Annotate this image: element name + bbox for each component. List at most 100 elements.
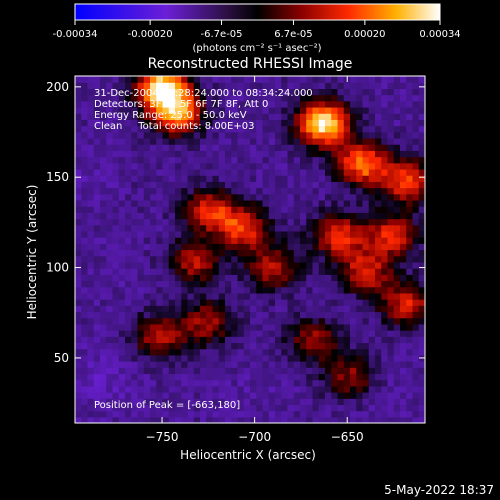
- heatmap-cell: [81, 137, 89, 145]
- heatmap-cell: [412, 94, 420, 102]
- heatmap-cell: [381, 305, 389, 313]
- heatmap-cell: [356, 404, 364, 412]
- heatmap-cell: [356, 317, 364, 325]
- heatmap-cell: [225, 410, 232, 418]
- heatmap-cell: [362, 317, 370, 325]
- heatmap-cell: [168, 354, 176, 362]
- heatmap-cell: [406, 392, 414, 399]
- heatmap-cell: [418, 404, 425, 412]
- heatmap-cell: [362, 224, 370, 232]
- heatmap-cell: [237, 330, 245, 337]
- heatmap-cell: [231, 398, 239, 406]
- heatmap-cell: [375, 156, 382, 164]
- heatmap-cell: [300, 119, 307, 127]
- heatmap-cell: [343, 268, 351, 275]
- heatmap-cell: [362, 144, 370, 151]
- heatmap-cell: [268, 212, 276, 220]
- heatmap-cell: [106, 330, 114, 337]
- heatmap-cell: [112, 342, 120, 350]
- heatmap-cell: [256, 336, 264, 344]
- heatmap-cell: [250, 181, 257, 189]
- heatmap-cell: [250, 373, 257, 381]
- heatmap-cell: [281, 162, 289, 170]
- heatmap-cell: [181, 342, 189, 350]
- heatmap-cell: [131, 404, 139, 412]
- heatmap-cell: [268, 218, 276, 226]
- heatmap-cell: [300, 137, 307, 145]
- heatmap-cell: [393, 330, 401, 337]
- heatmap-cell: [325, 113, 332, 120]
- heatmap-cell: [381, 119, 389, 127]
- heatmap-cell: [337, 218, 345, 226]
- heatmap-cell: [87, 150, 95, 158]
- heatmap-cell: [287, 230, 295, 238]
- heatmap-cell: [400, 150, 407, 158]
- heatmap-cell: [381, 193, 389, 201]
- heatmap-cell: [262, 336, 270, 344]
- heatmap-cell: [118, 162, 126, 170]
- heatmap-cell: [318, 379, 326, 387]
- heatmap-cell: [337, 230, 345, 238]
- heatmap-cell: [237, 94, 245, 102]
- heatmap-cell: [206, 125, 214, 133]
- heatmap-cell: [87, 354, 95, 362]
- heatmap-cell: [137, 292, 145, 300]
- heatmap-cell: [375, 268, 382, 275]
- heatmap-cell: [218, 385, 226, 393]
- heatmap-cell: [200, 199, 207, 207]
- heatmap-cell: [293, 82, 301, 89]
- heatmap-cell: [87, 100, 95, 108]
- heatmap-cell: [350, 230, 357, 238]
- heatmap-cell: [150, 230, 157, 238]
- heatmap-cell: [306, 212, 314, 220]
- heatmap-cell: [375, 392, 382, 399]
- heatmap-cell: [331, 94, 339, 102]
- heatmap-cell: [400, 187, 407, 195]
- heatmap-cell: [343, 404, 351, 412]
- heatmap-cell: [325, 119, 332, 127]
- heatmap-cell: [300, 299, 307, 306]
- heatmap-cell: [131, 261, 139, 269]
- heatmap-cell: [206, 292, 214, 300]
- heatmap-cell: [75, 150, 82, 158]
- heatmap-cell: [406, 224, 414, 232]
- heatmap-cell: [193, 416, 201, 423]
- heatmap-cell: [400, 336, 407, 344]
- heatmap-cell: [200, 76, 207, 83]
- heatmap-cell: [187, 416, 195, 423]
- heatmap-cell: [293, 125, 301, 133]
- heatmap-cell: [387, 224, 395, 232]
- heatmap-cell: [268, 181, 276, 189]
- heatmap-cell: [237, 230, 245, 238]
- heatmap-cell: [312, 367, 320, 375]
- heatmap-cell: [293, 410, 301, 418]
- heatmap-cell: [293, 280, 301, 288]
- heatmap-cell: [293, 224, 301, 232]
- heatmap-cell: [131, 323, 139, 331]
- heatmap-cell: [150, 311, 157, 319]
- heatmap-cell: [381, 317, 389, 325]
- heatmap-cell: [312, 131, 320, 139]
- heatmap-cell: [75, 268, 82, 275]
- heatmap-cell: [381, 416, 389, 423]
- heatmap-cell: [193, 168, 201, 176]
- heatmap-cell: [381, 224, 389, 232]
- heatmap-cell: [287, 237, 295, 244]
- heatmap-cell: [112, 367, 120, 375]
- heatmap-cell: [393, 156, 401, 164]
- heatmap-cell: [306, 100, 314, 108]
- heatmap-cell: [393, 385, 401, 393]
- heatmap-cell: [325, 144, 332, 151]
- heatmap-cell: [218, 162, 226, 170]
- heatmap-cell: [81, 100, 89, 108]
- heatmap-cell: [343, 106, 351, 114]
- heatmap-cell: [331, 392, 339, 399]
- heatmap-cell: [231, 230, 239, 238]
- heatmap-cell: [350, 206, 357, 213]
- heatmap-cell: [237, 392, 245, 399]
- heatmap-cell: [93, 230, 101, 238]
- heatmap-cell: [137, 181, 145, 189]
- heatmap-cell: [287, 404, 295, 412]
- heatmap-cell: [275, 299, 282, 306]
- heatmap-cell: [87, 379, 95, 387]
